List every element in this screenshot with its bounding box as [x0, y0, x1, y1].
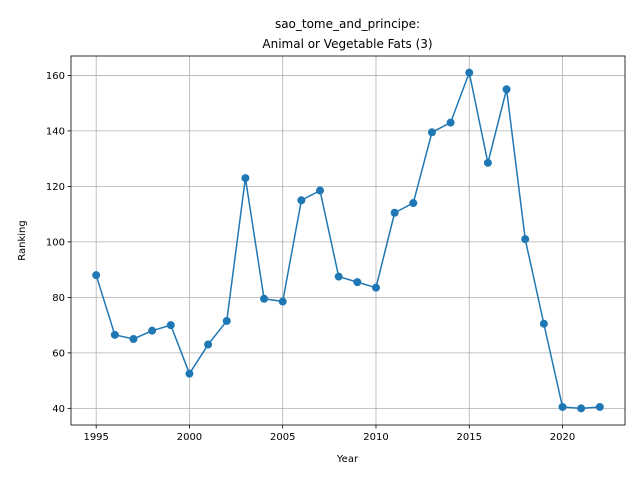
data-point [129, 334, 138, 343]
plot-frame [70, 55, 626, 426]
data-point [521, 235, 530, 244]
data-point [353, 278, 362, 287]
data-point [446, 118, 455, 127]
data-point [92, 271, 101, 280]
data-point [577, 404, 586, 413]
y-tick-label: 100 [46, 237, 65, 248]
x-axis-label: Year [336, 454, 359, 465]
x-tick-label: 2005 [270, 432, 295, 443]
x-tick-label: 2020 [550, 432, 575, 443]
data-point [539, 319, 548, 328]
y-tick-label: 140 [46, 126, 65, 137]
x-tick-label: 2010 [363, 432, 388, 443]
y-tick-label: 120 [46, 182, 65, 193]
y-axis-label: Ranking [17, 220, 28, 260]
data-point [185, 369, 194, 378]
data-point [390, 208, 399, 217]
y-tick-label: 80 [52, 293, 65, 304]
series-line [95, 69, 600, 410]
data-point [110, 330, 119, 339]
x-tick-label: 2015 [457, 432, 482, 443]
data-point [148, 326, 157, 335]
x-tick-label: 2000 [177, 432, 202, 443]
data-point [204, 340, 213, 349]
grid-lines [71, 56, 625, 425]
series-layer [92, 68, 604, 413]
data-point [465, 68, 474, 77]
chart-title-line2: Animal or Vegetable Fats (3) [262, 37, 432, 51]
data-point [334, 272, 343, 281]
data-point [222, 316, 231, 325]
x-tick-label: 1995 [83, 432, 108, 443]
chart-title-line1: sao_tome_and_principe: [275, 17, 420, 31]
data-point [595, 402, 604, 411]
axis-ticks: 1995 2000 2005 2010 2015 2020 40 60 80 100 120 140 1… [46, 71, 575, 443]
data-point [409, 199, 418, 208]
y-tick-label: 60 [52, 348, 65, 359]
data-point [502, 85, 511, 94]
data-point [297, 196, 306, 205]
y-tick-label: 40 [52, 404, 65, 415]
y-tick-label: 160 [46, 71, 65, 82]
data-point [427, 128, 436, 137]
data-point [278, 297, 287, 306]
data-point [371, 283, 380, 292]
data-point [166, 321, 175, 330]
data-point [260, 294, 269, 303]
data-point [558, 402, 567, 411]
data-point [483, 158, 492, 167]
data-point [316, 186, 325, 195]
data-point [241, 174, 250, 183]
